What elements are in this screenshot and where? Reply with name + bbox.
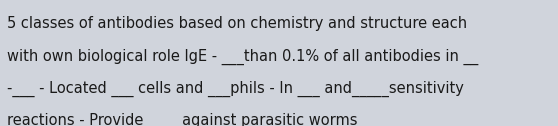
Text: -___ - Located ___ cells and ___phils - In ___ and_____sensitivity: -___ - Located ___ cells and ___phils - … <box>7 81 464 97</box>
Text: 5 classes of antibodies based on chemistry and structure each: 5 classes of antibodies based on chemist… <box>7 16 468 31</box>
Text: reactions - Provide ____ against parasitic worms: reactions - Provide ____ against parasit… <box>7 113 358 126</box>
Text: with own biological role IgE - ___than 0.1% of all antibodies in __: with own biological role IgE - ___than 0… <box>7 49 479 65</box>
